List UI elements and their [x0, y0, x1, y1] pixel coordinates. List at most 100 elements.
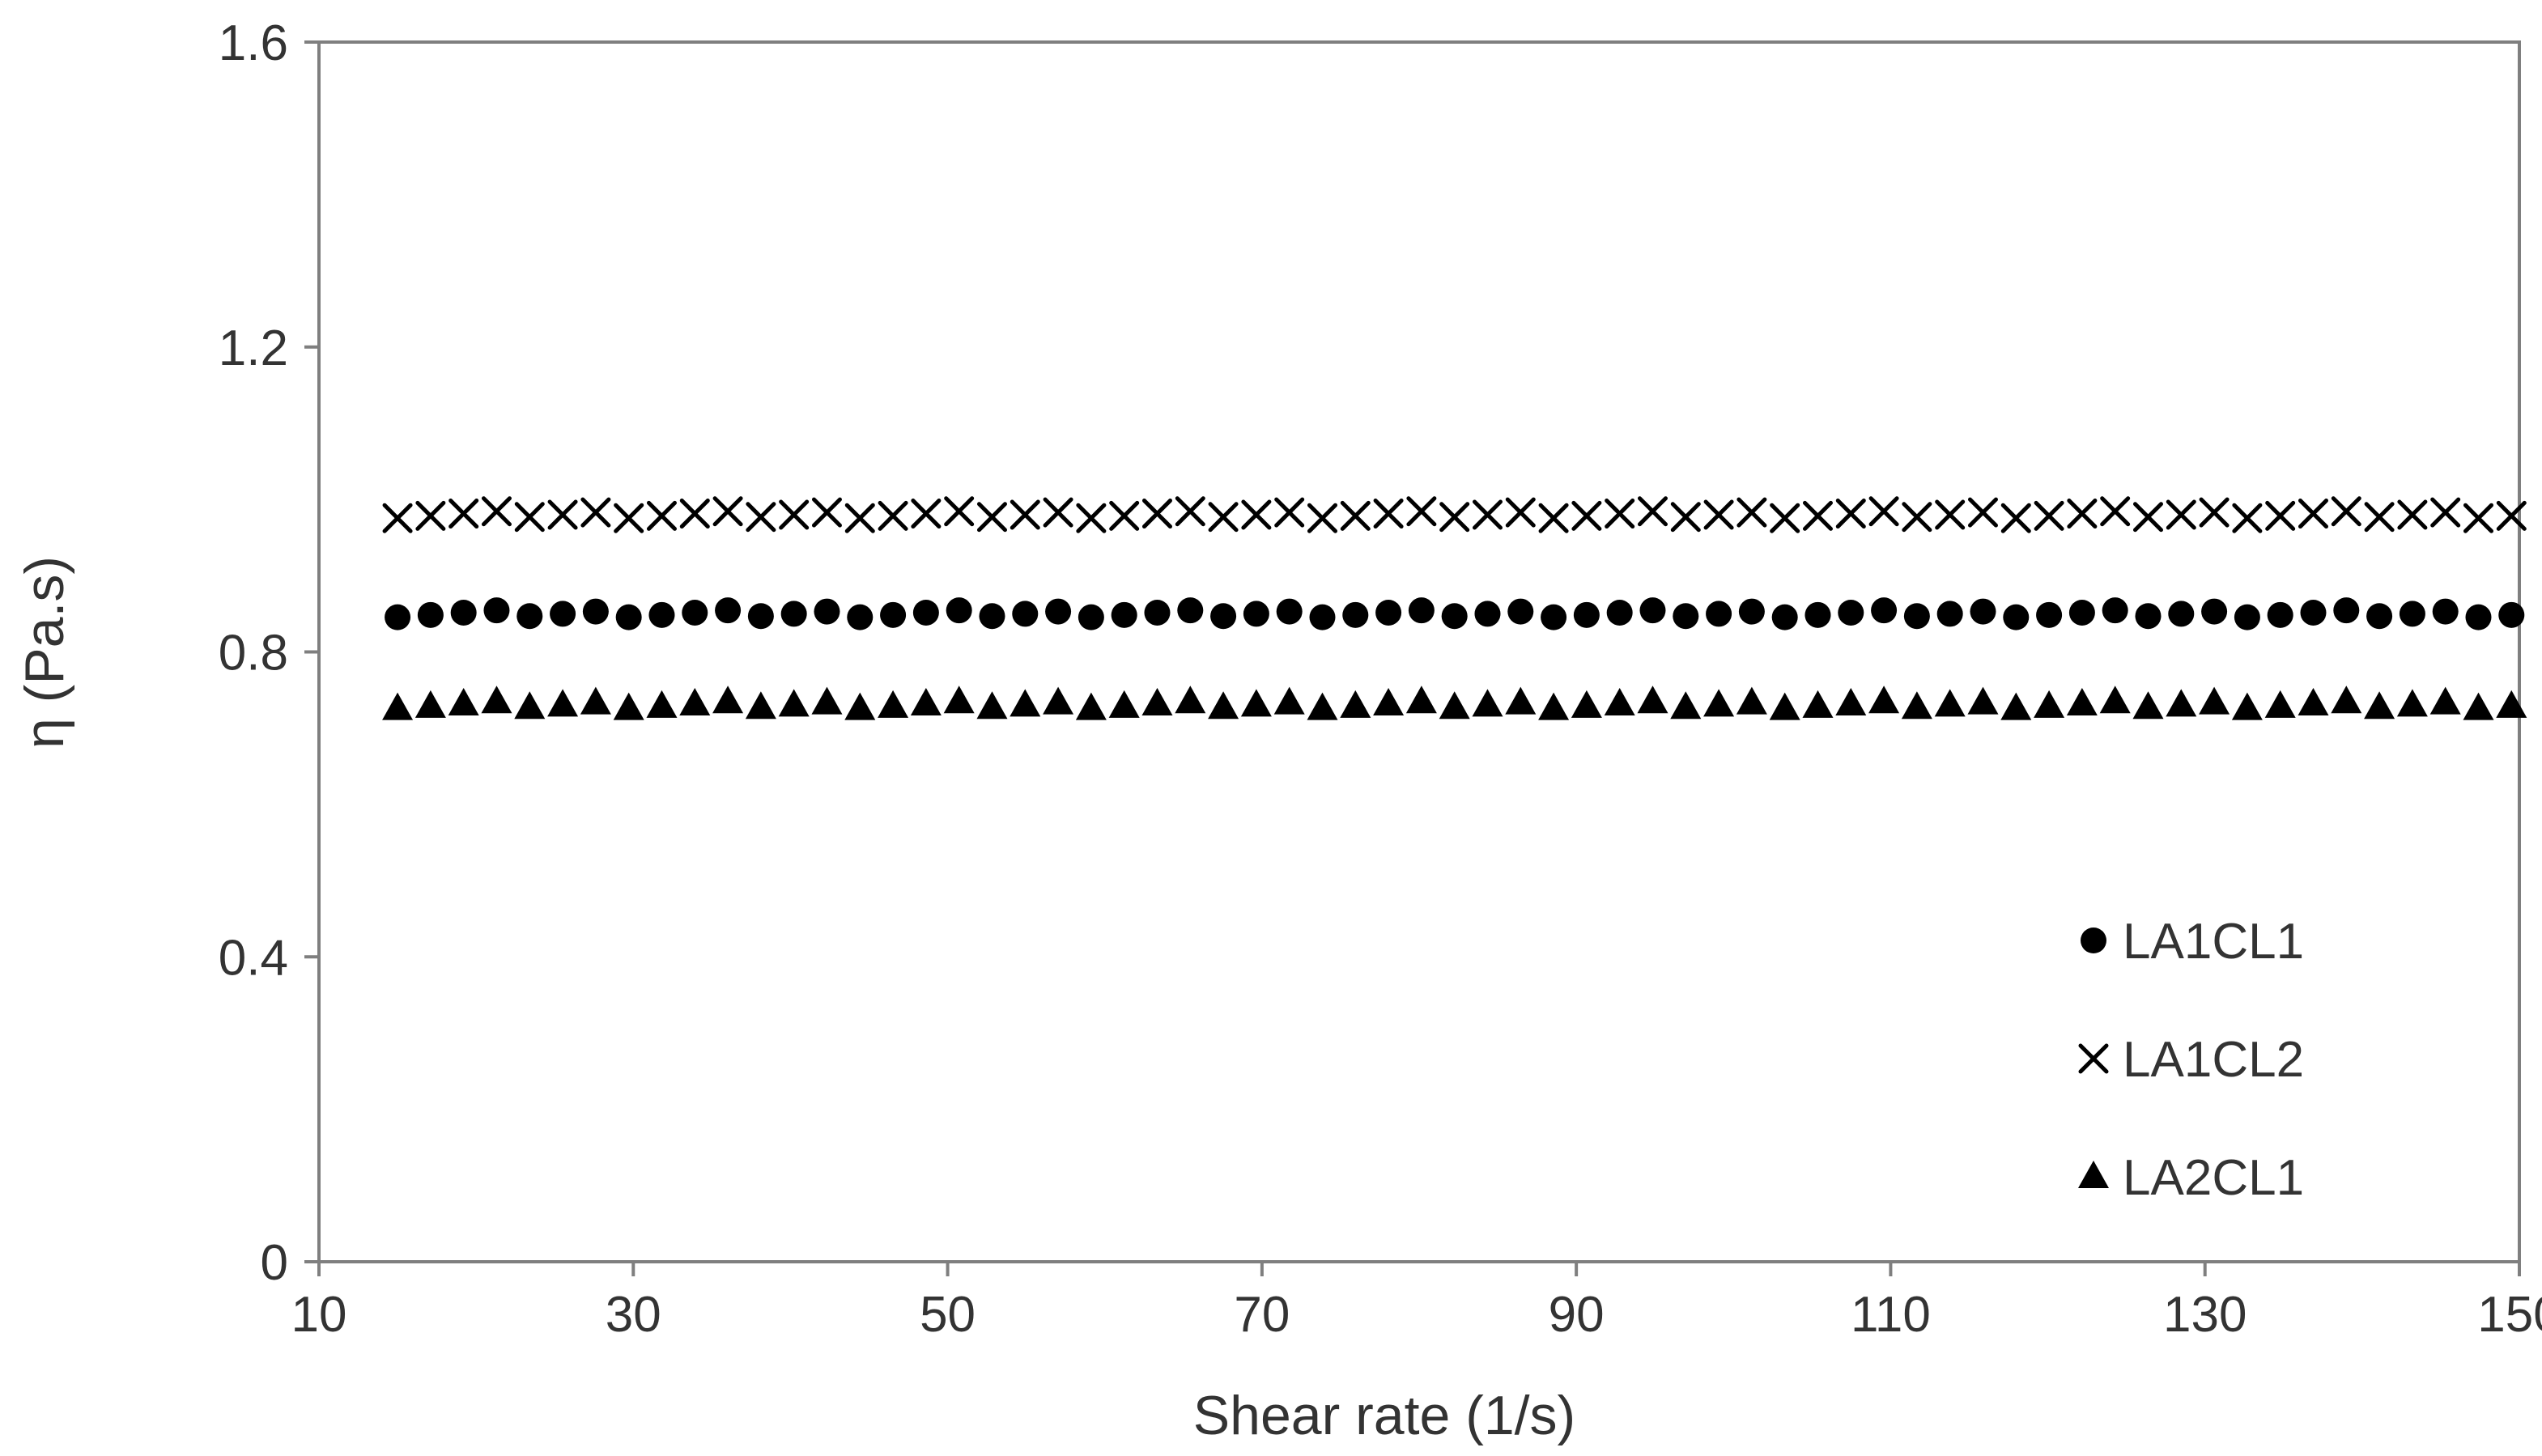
x-tick-label: 90: [1549, 1287, 1605, 1343]
data-point: [417, 601, 444, 628]
data-point: [2429, 686, 2461, 715]
data-point: [580, 686, 611, 715]
data-point: [1703, 689, 1735, 717]
data-point: [1243, 601, 1269, 627]
legend-label: LA1CL1: [2123, 914, 2304, 970]
data-point: [1111, 601, 1137, 628]
data-point: [2465, 604, 2492, 630]
data-point: [1307, 692, 1338, 720]
data-point: [1075, 692, 1107, 720]
data-point: [2331, 686, 2362, 714]
data-point: [646, 500, 677, 531]
data-point: [1342, 601, 1369, 628]
data-point: [1439, 691, 1470, 720]
x-marker-stroke: [2430, 497, 2461, 528]
data-point: [1012, 601, 1039, 627]
data-point: [1868, 496, 1899, 527]
y-tick-label: 1.2: [219, 320, 288, 376]
data-point: [2298, 688, 2329, 716]
data-point: [1141, 688, 1173, 716]
data-point: [1405, 686, 1437, 714]
data-point: [483, 597, 510, 624]
data-point: [1604, 688, 1635, 716]
data-point: [746, 502, 776, 533]
data-point: [2264, 690, 2296, 718]
x-marker-stroke: [2078, 1043, 2109, 1074]
data-point: [547, 499, 578, 530]
data-point: [682, 599, 708, 626]
data-point: [844, 692, 876, 720]
data-point: [1902, 502, 1932, 533]
legend-marker: [2078, 1043, 2109, 1074]
data-point: [550, 601, 576, 627]
x-marker-stroke: [1703, 499, 1734, 530]
data-point: [1868, 686, 1900, 714]
x-tick-label: 70: [1234, 1287, 1290, 1343]
data-point: [547, 689, 579, 717]
data-point: [2364, 691, 2395, 720]
y-tick-label: 0.4: [219, 930, 288, 986]
data-point: [1505, 497, 1536, 528]
x-marker-stroke: [1274, 497, 1305, 528]
data-point: [2463, 503, 2493, 533]
data-point: [745, 691, 776, 720]
data-point: [1276, 598, 1303, 625]
data-point: [1108, 690, 1140, 718]
x-marker-stroke: [2000, 503, 2031, 533]
data-point: [382, 503, 413, 533]
data-point: [1177, 597, 1204, 624]
data-point: [1771, 604, 1798, 630]
data-point: [1045, 598, 1072, 625]
data-point: [2068, 599, 2095, 626]
data-point: [1637, 686, 1668, 714]
data-point: [2331, 496, 2361, 527]
data-point: [1802, 500, 1833, 531]
data-point: [780, 601, 807, 627]
legend-label: LA1CL2: [2123, 1032, 2304, 1088]
data-point: [2166, 689, 2197, 717]
data-point: [778, 689, 810, 717]
data-point: [481, 496, 512, 527]
data-point: [1439, 502, 1470, 533]
data-point: [1307, 503, 1337, 533]
x-marker-stroke: [1868, 496, 1899, 527]
data-point: [878, 690, 909, 718]
data-point: [1736, 686, 1767, 715]
data-point: [1144, 599, 1171, 626]
data-point: [1571, 500, 1602, 531]
data-point: [811, 497, 842, 528]
x-marker-stroke: [878, 500, 908, 531]
y-axis-title: η (Pa.s): [14, 556, 75, 749]
legend: LA1CL1 LA1CL2 LA2CL1: [2078, 914, 2304, 1206]
x-marker-stroke: [1141, 499, 1172, 529]
data-point: [715, 597, 742, 624]
data-point: [1736, 497, 1767, 528]
data-point: [1373, 499, 1404, 529]
data-point: [2099, 686, 2131, 714]
data-point: [944, 496, 975, 527]
x-tick-label: 10: [291, 1287, 347, 1343]
data-point: [1208, 502, 1239, 533]
x-marker-stroke: [944, 496, 975, 527]
x-marker-stroke: [2364, 502, 2395, 533]
x-marker-stroke: [1935, 499, 1966, 530]
x-marker-stroke: [911, 499, 942, 529]
data-point: [2000, 503, 2031, 533]
x-marker-stroke: [2397, 499, 2428, 530]
data-point: [1340, 690, 1371, 718]
data-point: [1241, 499, 1272, 530]
data-point: [2366, 603, 2393, 630]
data-point: [2102, 597, 2128, 624]
data-point: [1538, 503, 1569, 533]
x-marker-stroke: [1175, 496, 1205, 527]
data-series: [382, 496, 2527, 720]
x-marker-stroke: [2132, 502, 2163, 533]
data-point: [1505, 686, 1537, 715]
data-point: [976, 691, 1008, 720]
x-marker-stroke: [1241, 499, 1272, 530]
data-point: [382, 692, 414, 720]
legend-marker: [2081, 928, 2106, 953]
x-marker-stroke: [844, 503, 875, 533]
data-point: [2166, 499, 2196, 530]
